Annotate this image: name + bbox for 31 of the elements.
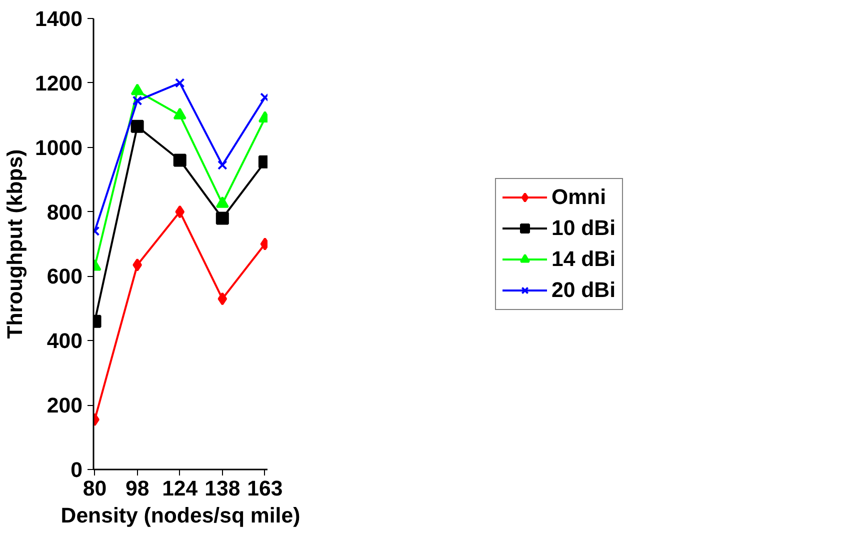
legend-label: 10 dBi <box>551 216 616 240</box>
x-axis-title: Density (nodes/sq mile) <box>60 504 300 528</box>
legend-label: Omni <box>551 184 606 210</box>
point <box>130 84 144 96</box>
point <box>218 160 228 170</box>
y-tick-label: 1400 <box>35 7 83 31</box>
y-tick-label: 600 <box>46 264 83 289</box>
y-tick-label: 800 <box>46 200 83 224</box>
x-tick-label: 124 <box>162 476 198 500</box>
y-tick-label: 400 <box>46 329 83 354</box>
x-tick-label: 138 <box>204 476 240 500</box>
x-tick-label: 163 <box>247 476 283 500</box>
point <box>132 258 142 272</box>
legend-label: 14 dBi <box>551 246 616 272</box>
point <box>175 205 185 218</box>
y-tick-label: 1000 <box>35 136 83 160</box>
point <box>174 78 185 88</box>
y-tick-label: 1200 <box>35 71 83 96</box>
y-axis-title: Throughput (kbps) <box>3 149 28 339</box>
y-tick-label: 0 <box>70 458 83 482</box>
point <box>216 196 229 208</box>
point <box>218 292 228 306</box>
x-tick-label: 80 <box>82 476 107 500</box>
point <box>173 108 186 120</box>
y-tick-label: 200 <box>46 394 83 418</box>
point <box>173 154 186 167</box>
point <box>216 212 229 225</box>
legend-label: 20 dBi <box>551 278 616 302</box>
point <box>132 96 142 106</box>
point <box>130 120 144 133</box>
x-tick-label: 98 <box>125 476 150 500</box>
